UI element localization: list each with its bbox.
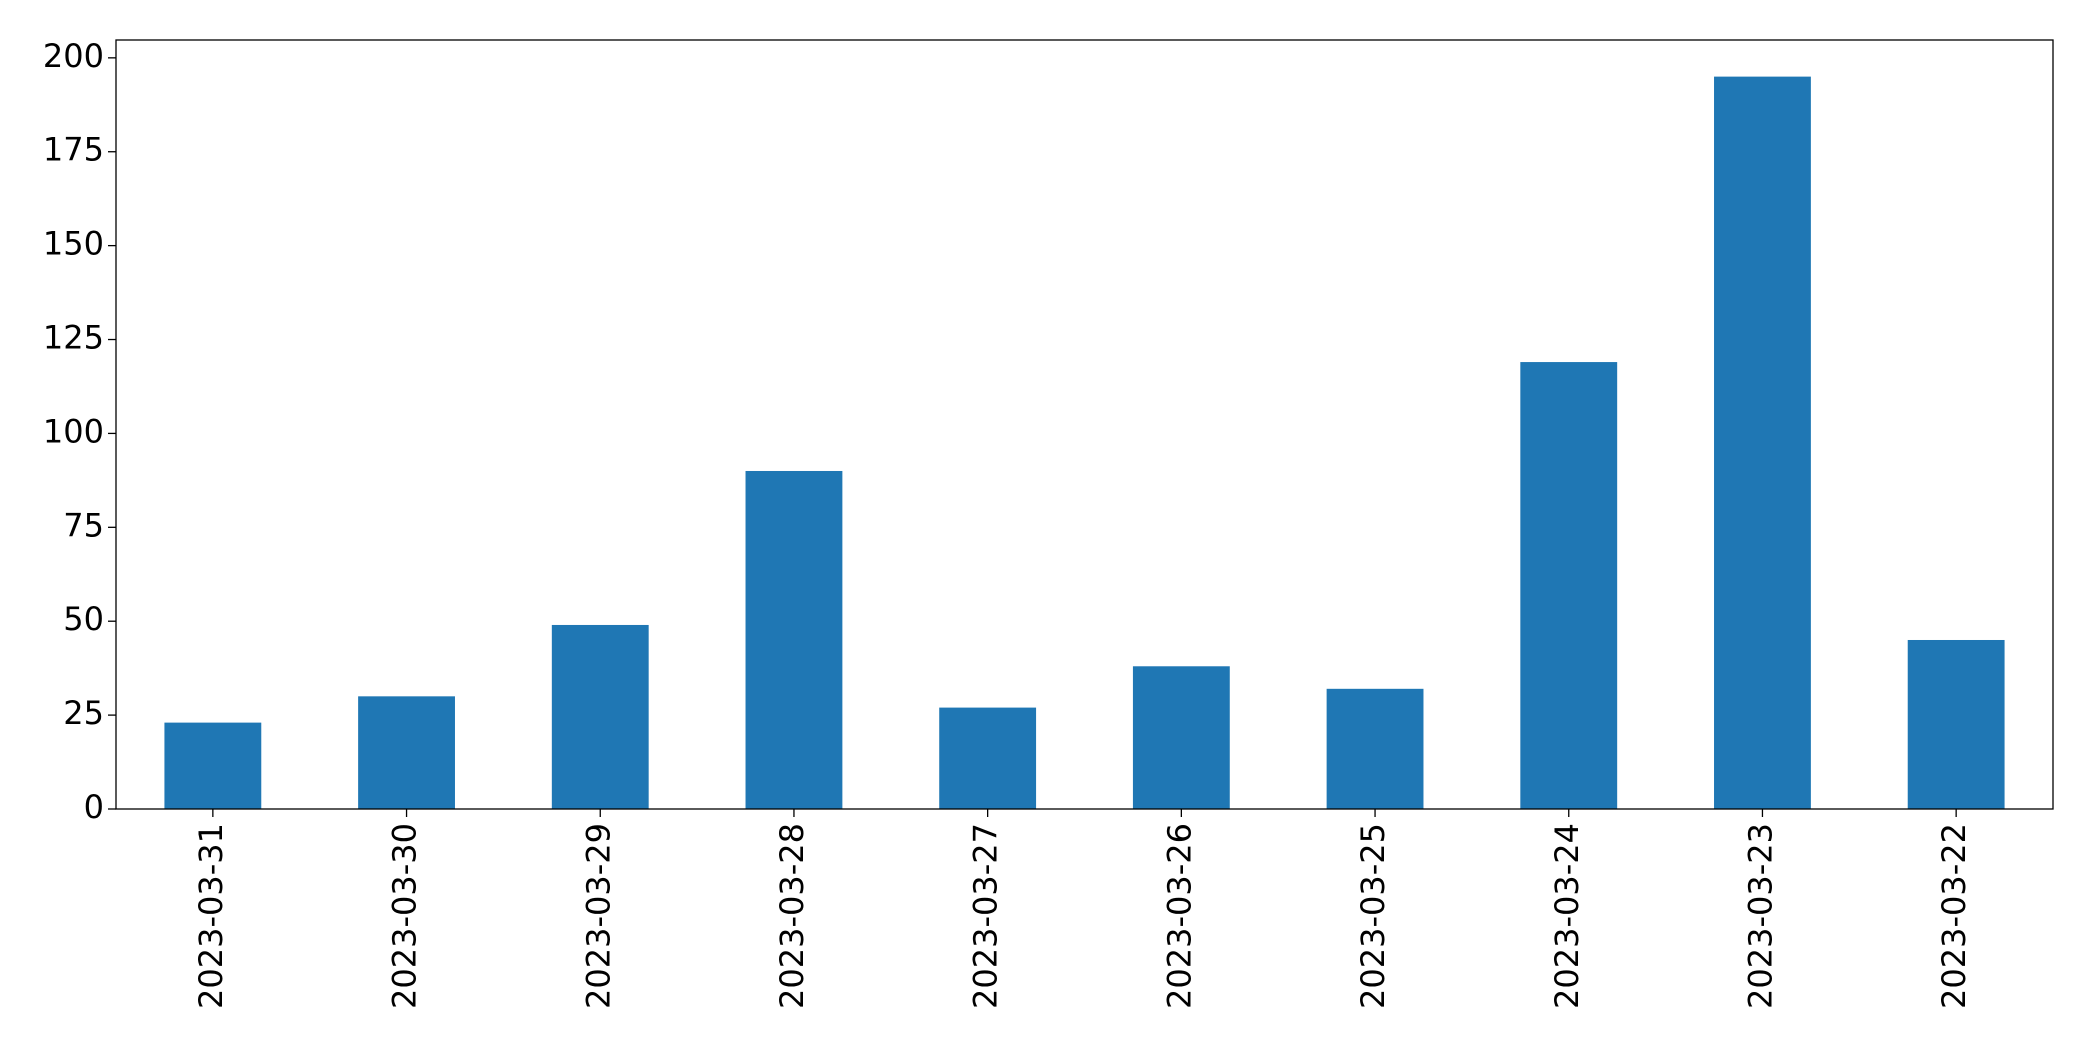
x-tick-label: 2023-03-25: [1354, 823, 1392, 1009]
x-tick-label: 2023-03-31: [192, 823, 230, 1009]
y-tick-label: 175: [43, 131, 104, 169]
bar: [939, 707, 1037, 809]
bar: [551, 624, 649, 809]
bar: [1520, 362, 1618, 809]
x-tick-label: 2023-03-26: [1160, 823, 1198, 1009]
y-tick-label: 75: [63, 506, 104, 544]
bar: [358, 696, 455, 809]
bar: [1714, 76, 1811, 810]
bar: [1132, 666, 1230, 809]
x-tick-label: 2023-03-29: [579, 823, 617, 1009]
x-tick-label: 2023-03-23: [1741, 823, 1779, 1009]
x-tick-label: 2023-03-24: [1548, 823, 1586, 1009]
y-tick-label: 0: [84, 788, 104, 826]
bar: [164, 722, 262, 809]
y-tick-label: 125: [43, 319, 104, 357]
x-tick-label: 2023-03-27: [967, 823, 1005, 1009]
x-tick-label: 2023-03-30: [386, 823, 424, 1009]
bar: [745, 470, 843, 809]
plot-frame: [115, 39, 2054, 810]
x-tick-label: 2023-03-22: [1935, 823, 1973, 1009]
y-tick-label: 150: [43, 225, 104, 263]
y-tick-label: 50: [63, 600, 104, 638]
y-tick-label: 25: [63, 694, 104, 732]
bar: [1326, 688, 1424, 809]
y-tick-label: 100: [43, 412, 104, 450]
x-tick-label: 2023-03-28: [773, 823, 811, 1009]
y-tick-label: 200: [43, 37, 104, 75]
bar: [1907, 639, 2005, 809]
